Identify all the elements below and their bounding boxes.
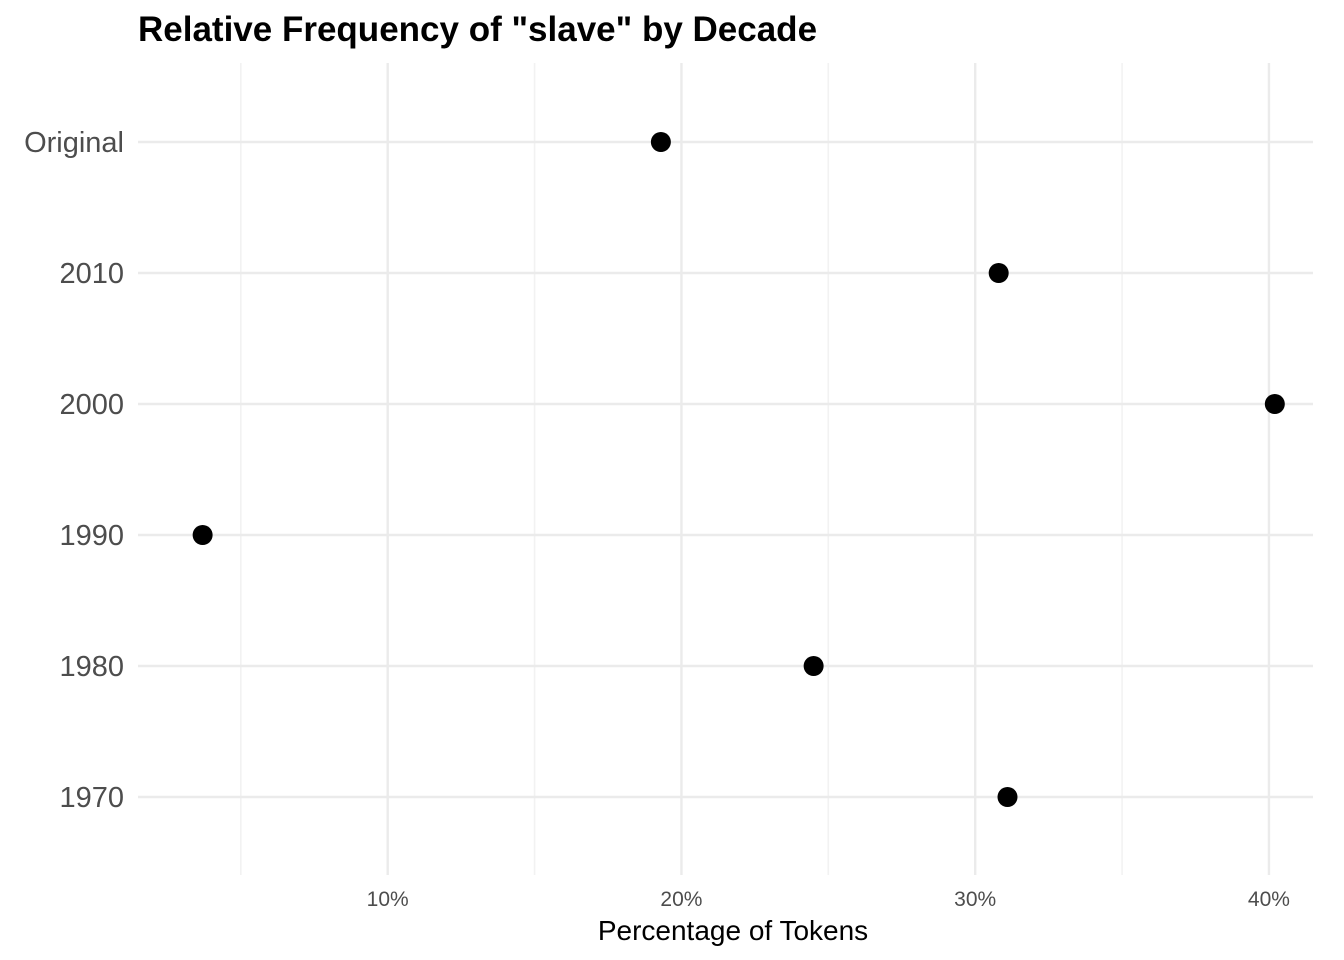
y-tick-label: 2000 — [59, 389, 124, 421]
y-axis-ticks: 1970 1980 1990 2000 2010 Original — [24, 127, 124, 814]
y-tick-label: 1980 — [59, 651, 124, 683]
x-tick-label: 30% — [954, 888, 996, 911]
y-tick-label: 2010 — [59, 258, 124, 290]
minor-grid — [240, 63, 1123, 875]
data-point — [650, 132, 671, 152]
chart-title: Relative Frequency of "slave" by Decade — [138, 10, 817, 49]
data-point — [997, 787, 1018, 807]
y-tick-label: 1970 — [59, 782, 124, 814]
x-tick-label: 40% — [1248, 888, 1290, 911]
data-point — [988, 263, 1009, 283]
x-tick-label: 10% — [367, 888, 409, 911]
data-point — [803, 656, 824, 676]
x-axis-ticks: 10% 20% 30% 40% — [367, 888, 1290, 911]
data-point — [192, 525, 213, 545]
y-tick-label: 1990 — [59, 520, 124, 552]
data-point — [1264, 394, 1285, 414]
x-tick-label: 20% — [660, 888, 702, 911]
major-grid — [138, 63, 1313, 875]
y-tick-label: Original — [24, 127, 124, 159]
data-points — [192, 132, 1285, 807]
x-axis-label: Percentage of Tokens — [598, 915, 868, 946]
